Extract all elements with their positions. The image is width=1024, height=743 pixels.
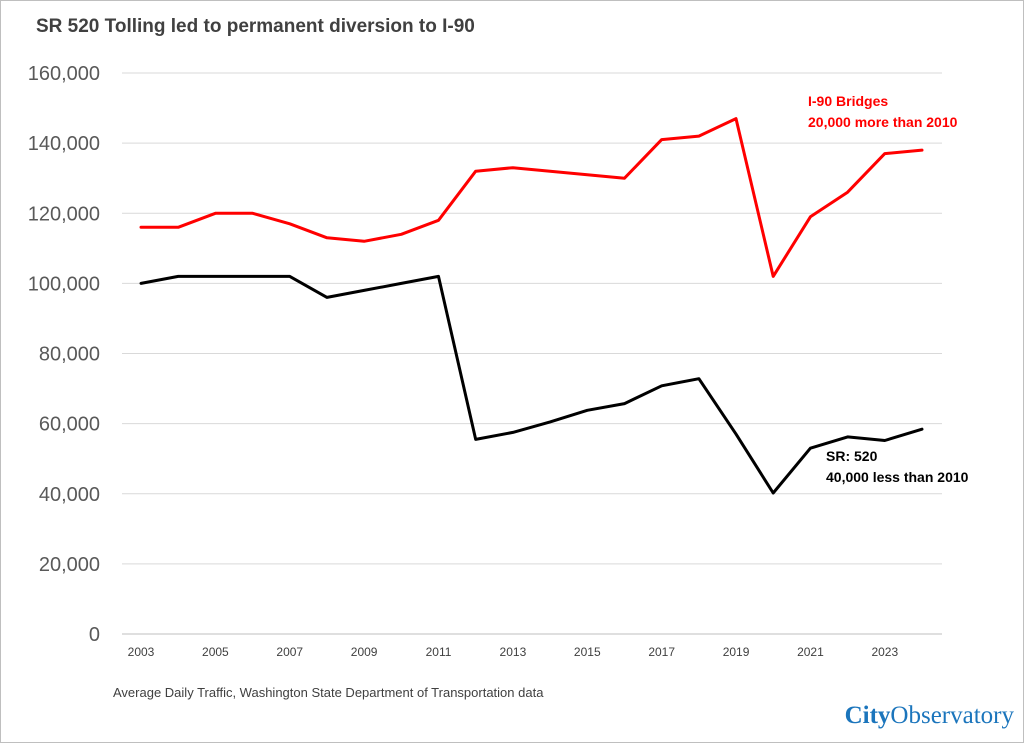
y-axis-ticks: 0 20,000 40,000 60,000 80,000 100,000 120,000 1… (28, 63, 100, 646)
gridlines (122, 72, 942, 635)
x-axis-ticks: 2003 2005 2007 2009 2011 2013 2015 2017 2019 2021… (128, 645, 899, 659)
y-tick-label: 120,000 (28, 203, 100, 225)
y-tick-label: 0 (89, 624, 100, 646)
y-tick-label: 140,000 (28, 133, 100, 155)
series-lines (139, 117, 924, 495)
y-tick-label: 100,000 (28, 273, 100, 295)
x-tick-label: 2011 (426, 645, 452, 659)
x-tick-label: 2015 (574, 645, 601, 659)
y-tick-label: 20,000 (39, 554, 100, 576)
annotations: I-90 Bridges 20,000 more than 2010 SR: 520… (808, 93, 969, 485)
x-tick-label: 2021 (797, 645, 824, 659)
x-tick-label: 2023 (871, 645, 898, 659)
x-tick-label: 2005 (202, 645, 229, 659)
annotation-sr520: SR: 520 (826, 448, 878, 464)
y-tick-label: 40,000 (39, 484, 100, 506)
logo-observatory: Observatory (890, 702, 1014, 729)
x-tick-label: 2003 (128, 645, 155, 659)
x-tick-label: 2017 (648, 645, 675, 659)
annotation-sr520: 40,000 less than 2010 (826, 469, 969, 485)
city-observatory-logo: CityObservatory (845, 702, 1014, 730)
annotation-i90: I-90 Bridges (808, 93, 888, 109)
chart-title: SR 520 Tolling led to permanent diversio… (36, 16, 475, 37)
series-line-sr520 (139, 274, 924, 495)
series-line-i90 (139, 117, 924, 278)
x-tick-label: 2007 (276, 645, 303, 659)
source-note: Average Daily Traffic, Washington State … (113, 685, 544, 700)
y-tick-label: 160,000 (28, 63, 100, 85)
logo-city: City (844, 702, 891, 729)
x-tick-label: 2009 (351, 645, 378, 659)
y-tick-label: 80,000 (39, 344, 100, 366)
y-tick-label: 60,000 (39, 414, 100, 436)
x-tick-label: 2013 (500, 645, 527, 659)
annotation-i90: 20,000 more than 2010 (808, 114, 958, 130)
x-tick-label: 2019 (723, 645, 750, 659)
